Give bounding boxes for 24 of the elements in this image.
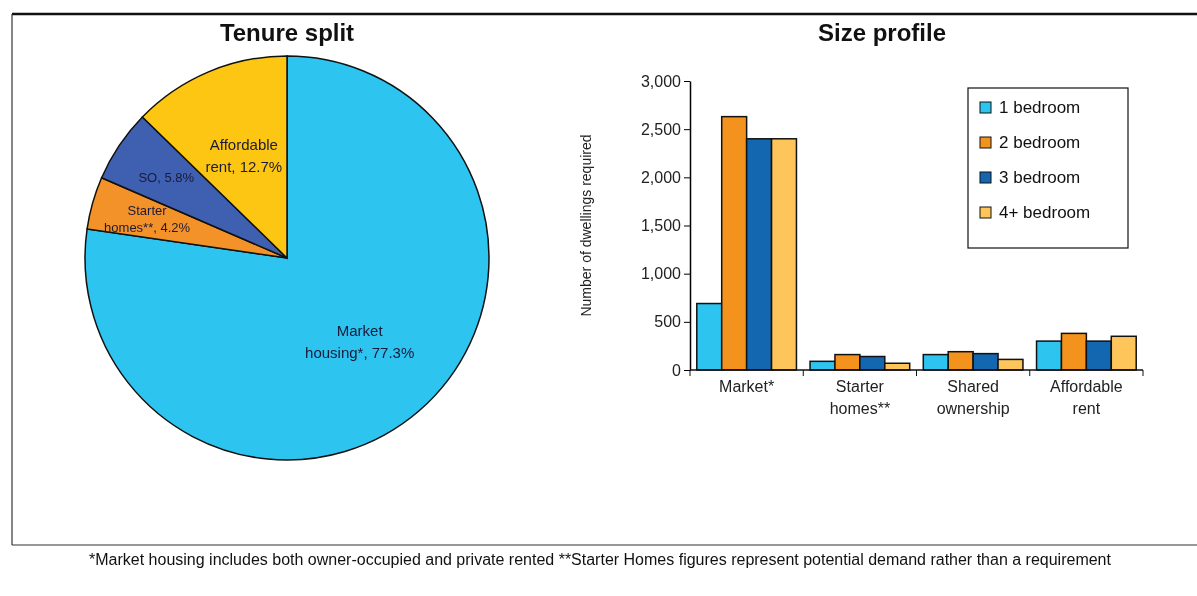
y-axis-title: Number of dwellings required [578,134,594,317]
chart-title: Size profile [817,19,947,46]
slice-label: Market housing*, 77.3% [305,322,415,362]
y-tick-label: 1,500 [640,217,682,235]
x-tick-label: Market* [719,378,775,395]
legend-label: 3 bedroom [999,168,1081,187]
legend-label: 1 bedroom [999,98,1081,117]
legend-label: 2 bedroom [999,133,1081,152]
slice-label: Starter homes**, 4.2% [104,202,191,235]
y-tick-label: 500 [654,313,682,331]
slice-label: Affordable rent, 12.7% [205,135,283,175]
pie-slice [84,55,490,461]
y-tick-label: 2,500 [640,120,682,138]
x-tick-label: Affordable rent [1050,378,1123,417]
y-tick-label: 0 [672,361,682,379]
y-tick-label: 2,000 [640,168,682,186]
y-tick-label: 3,000 [640,72,682,90]
x-tick-label: Shared ownership [936,378,1010,417]
y-tick-label: 1,000 [640,265,682,283]
chart-title: Tenure split [219,19,355,46]
legend-label: 4+ bedroom [999,203,1091,222]
text: *Market housing includes both owner-occupied and private rented **Starter Homes figures represent potential demand rather than a requirement [89,551,1112,568]
x-tick-label: Starter homes** [829,378,891,417]
slice-label: SO, 5.8% [138,170,195,186]
